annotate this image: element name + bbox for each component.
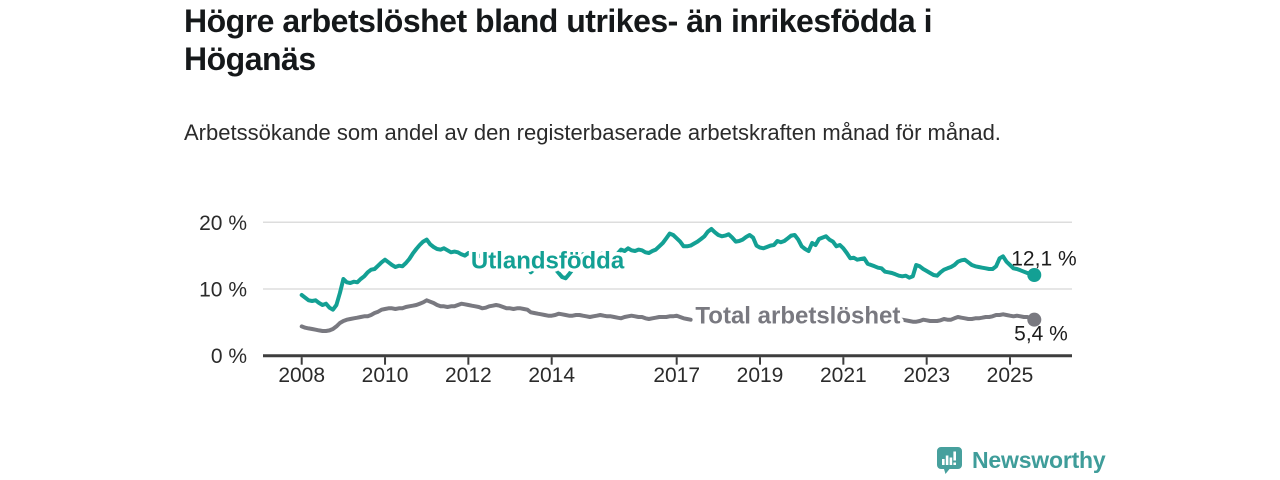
series-label-utlandsf-dda: Utlandsfödda [471,247,625,274]
x-tick-label: 2019 [737,364,784,387]
x-tick-label: 2023 [903,364,950,387]
y-tick-label: 0 % [211,345,247,368]
x-tick-label: 2017 [653,364,700,387]
newsworthy-icon [937,446,962,474]
logo-exclamation-bar [953,451,956,460]
series-end-value-utlandsf-dda: 12,1 % [1011,247,1076,270]
y-tick-label: 20 % [199,212,247,235]
x-tick-label: 2014 [528,364,575,387]
series-end-value-total-arbetsl-shet: 5,4 % [1014,323,1068,346]
series-label-total-arbetsl-shet: Total arbetslöshet [695,302,900,329]
chart-title: Högre arbetslöshet bland utrikes- än inr… [184,3,933,77]
y-tick-label: 10 % [199,279,247,302]
brand-name: Newsworthy [972,446,1106,473]
series-end-dot-utlandsf-dda [1027,267,1042,282]
x-tick-label: 2008 [278,364,325,387]
logo-bar-2 [945,455,949,465]
series-line-total-arbetsl-shet [886,312,1037,324]
series-line-utlandsf-dda [299,227,1037,312]
chart-subtitle: Arbetssökande som andel av den registerb… [184,120,1001,145]
newsworthy-logo: Newsworthy [936,445,1106,475]
x-tick-label: 2025 [987,364,1034,387]
logo-bar-3 [949,457,953,465]
x-tick-label: 2010 [362,364,409,387]
logo-exclamation-dot [953,462,956,465]
x-tick-label: 2012 [445,364,492,387]
logo-bar-1 [942,458,945,465]
series-end-dot-total-arbetsl-shet [1027,312,1042,327]
series-line-total-arbetsl-shet [299,298,693,333]
x-tick-label: 2021 [820,364,867,387]
